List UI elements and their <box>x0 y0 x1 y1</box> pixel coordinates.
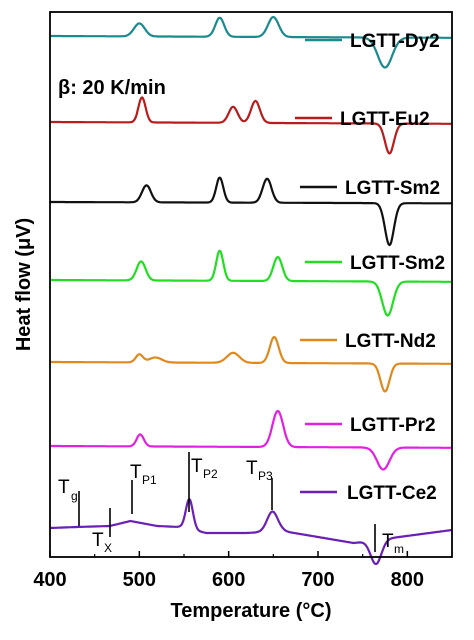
legend-label: LGTT-Sm2 <box>345 178 440 199</box>
plot-frame <box>49 11 453 558</box>
marker-label: T <box>58 477 70 498</box>
y-axis-label: Heat flow (μV) <box>13 218 35 351</box>
series-curve <box>49 335 453 393</box>
marker-label: T <box>191 456 203 477</box>
series-curve <box>49 15 453 69</box>
series-curve <box>49 498 453 566</box>
series-labels: LGTT-Dy2 LGTT-Eu2 LGTT-Sm2 LGTT-Sm2 LGTT-Nd2… <box>295 31 445 504</box>
marker-label: T <box>382 531 394 552</box>
x-tick-label: 500 <box>123 569 156 591</box>
x-tick-label: 400 <box>33 569 66 591</box>
legend-label: LGTT-Pr2 <box>350 415 436 436</box>
legend-label: LGTT-Sm2 <box>350 253 445 274</box>
legend-label: LGTT-Dy2 <box>350 31 440 52</box>
marker-subscript: m <box>394 542 404 556</box>
marker-label: T <box>130 462 142 483</box>
marker-label: T <box>92 530 104 551</box>
legend-label: LGTT-Eu2 <box>340 109 430 130</box>
x-tick-label: 600 <box>212 569 245 591</box>
series-curve <box>49 176 453 247</box>
legend-label: LGTT-Nd2 <box>345 331 436 352</box>
marker-subscript: P1 <box>142 473 157 487</box>
plot-layer <box>49 15 453 566</box>
marker-label: T <box>246 458 258 479</box>
x-tick-label: 700 <box>301 569 334 591</box>
x-axis-label: Temperature (°C) <box>171 600 332 622</box>
marker-subscript: P3 <box>258 469 273 483</box>
x-tick-label: 800 <box>391 569 424 591</box>
marker-subscript: P2 <box>203 467 218 481</box>
series-curve <box>49 96 453 155</box>
marker-subscript: g <box>71 489 78 503</box>
series-curve <box>49 249 453 317</box>
legend-label: LGTT-Ce2 <box>347 483 437 504</box>
series-curve <box>49 409 453 471</box>
heating-rate-annotation: β: 20 K/min <box>58 77 166 99</box>
marker-subscript: X <box>104 541 112 555</box>
x-axis: 400 500 600 700 800 <box>33 551 424 591</box>
